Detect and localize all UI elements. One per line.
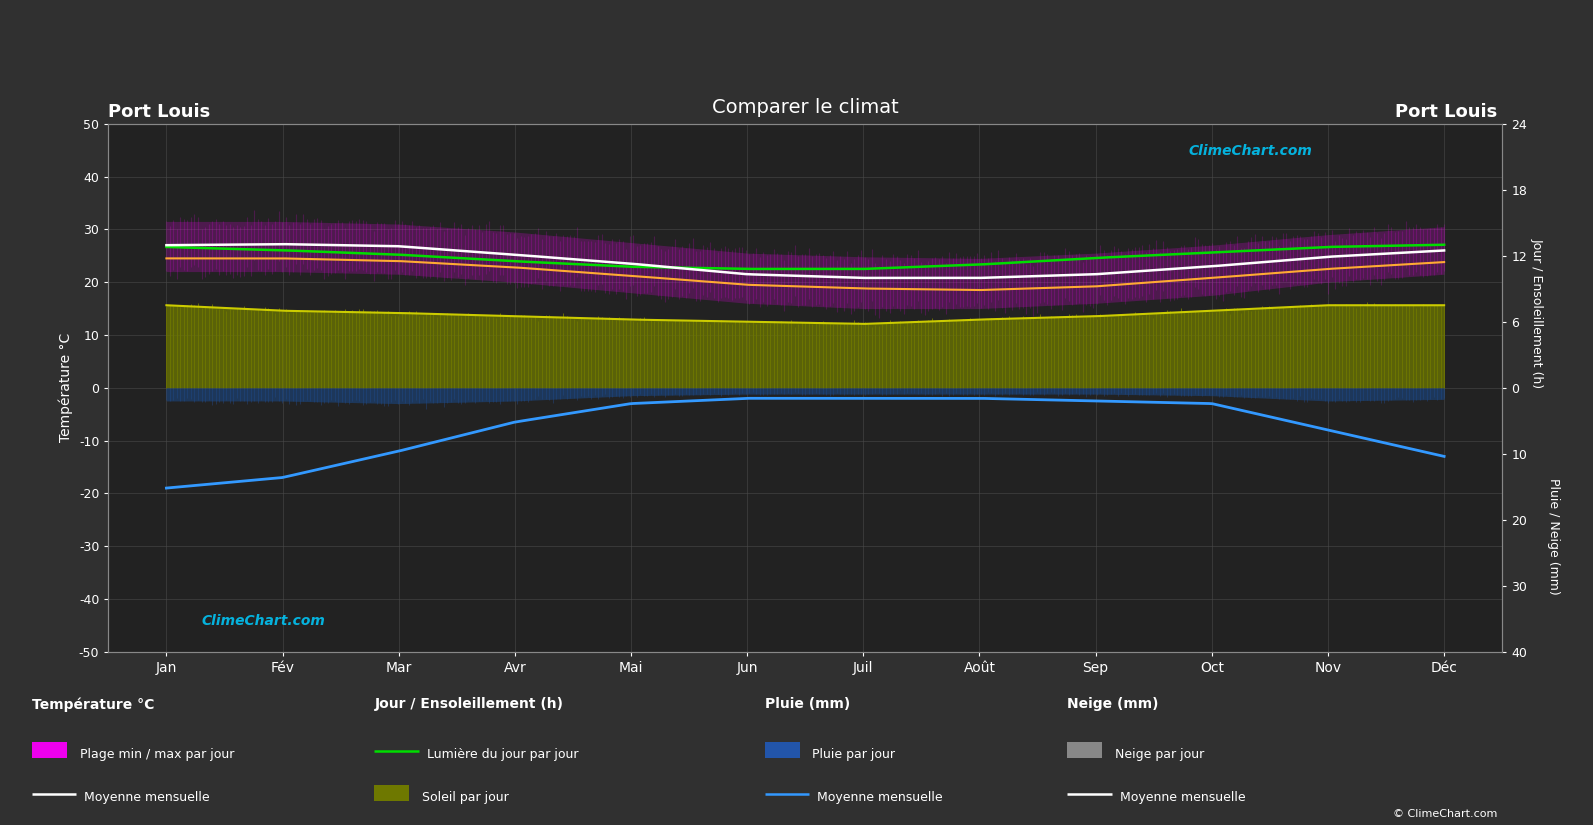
Text: Lumière du jour par jour: Lumière du jour par jour xyxy=(427,748,578,761)
Text: Moyenne mensuelle: Moyenne mensuelle xyxy=(817,791,943,804)
Text: Plage min / max par jour: Plage min / max par jour xyxy=(80,748,234,761)
Text: Pluie par jour: Pluie par jour xyxy=(812,748,895,761)
Text: Neige par jour: Neige par jour xyxy=(1115,748,1204,761)
Text: Pluie / Neige (mm): Pluie / Neige (mm) xyxy=(1547,478,1560,595)
Text: Pluie (mm): Pluie (mm) xyxy=(765,697,851,711)
Text: Jour / Ensoleillement (h): Jour / Ensoleillement (h) xyxy=(374,697,564,711)
Text: © ClimeChart.com: © ClimeChart.com xyxy=(1392,808,1497,818)
Title: Comparer le climat: Comparer le climat xyxy=(712,97,898,116)
Y-axis label: Température °C: Température °C xyxy=(59,333,73,442)
Text: Port Louis: Port Louis xyxy=(1395,103,1497,121)
Text: Moyenne mensuelle: Moyenne mensuelle xyxy=(1120,791,1246,804)
Text: Jour / Ensoleillement (h): Jour / Ensoleillement (h) xyxy=(1531,238,1544,389)
Text: Neige (mm): Neige (mm) xyxy=(1067,697,1158,711)
Text: Moyenne mensuelle: Moyenne mensuelle xyxy=(84,791,210,804)
Text: Soleil par jour: Soleil par jour xyxy=(422,791,508,804)
Text: Température °C: Température °C xyxy=(32,697,155,712)
Text: ClimeChart.com: ClimeChart.com xyxy=(1188,144,1313,158)
Text: Port Louis: Port Louis xyxy=(108,103,210,121)
Text: ClimeChart.com: ClimeChart.com xyxy=(201,615,325,629)
